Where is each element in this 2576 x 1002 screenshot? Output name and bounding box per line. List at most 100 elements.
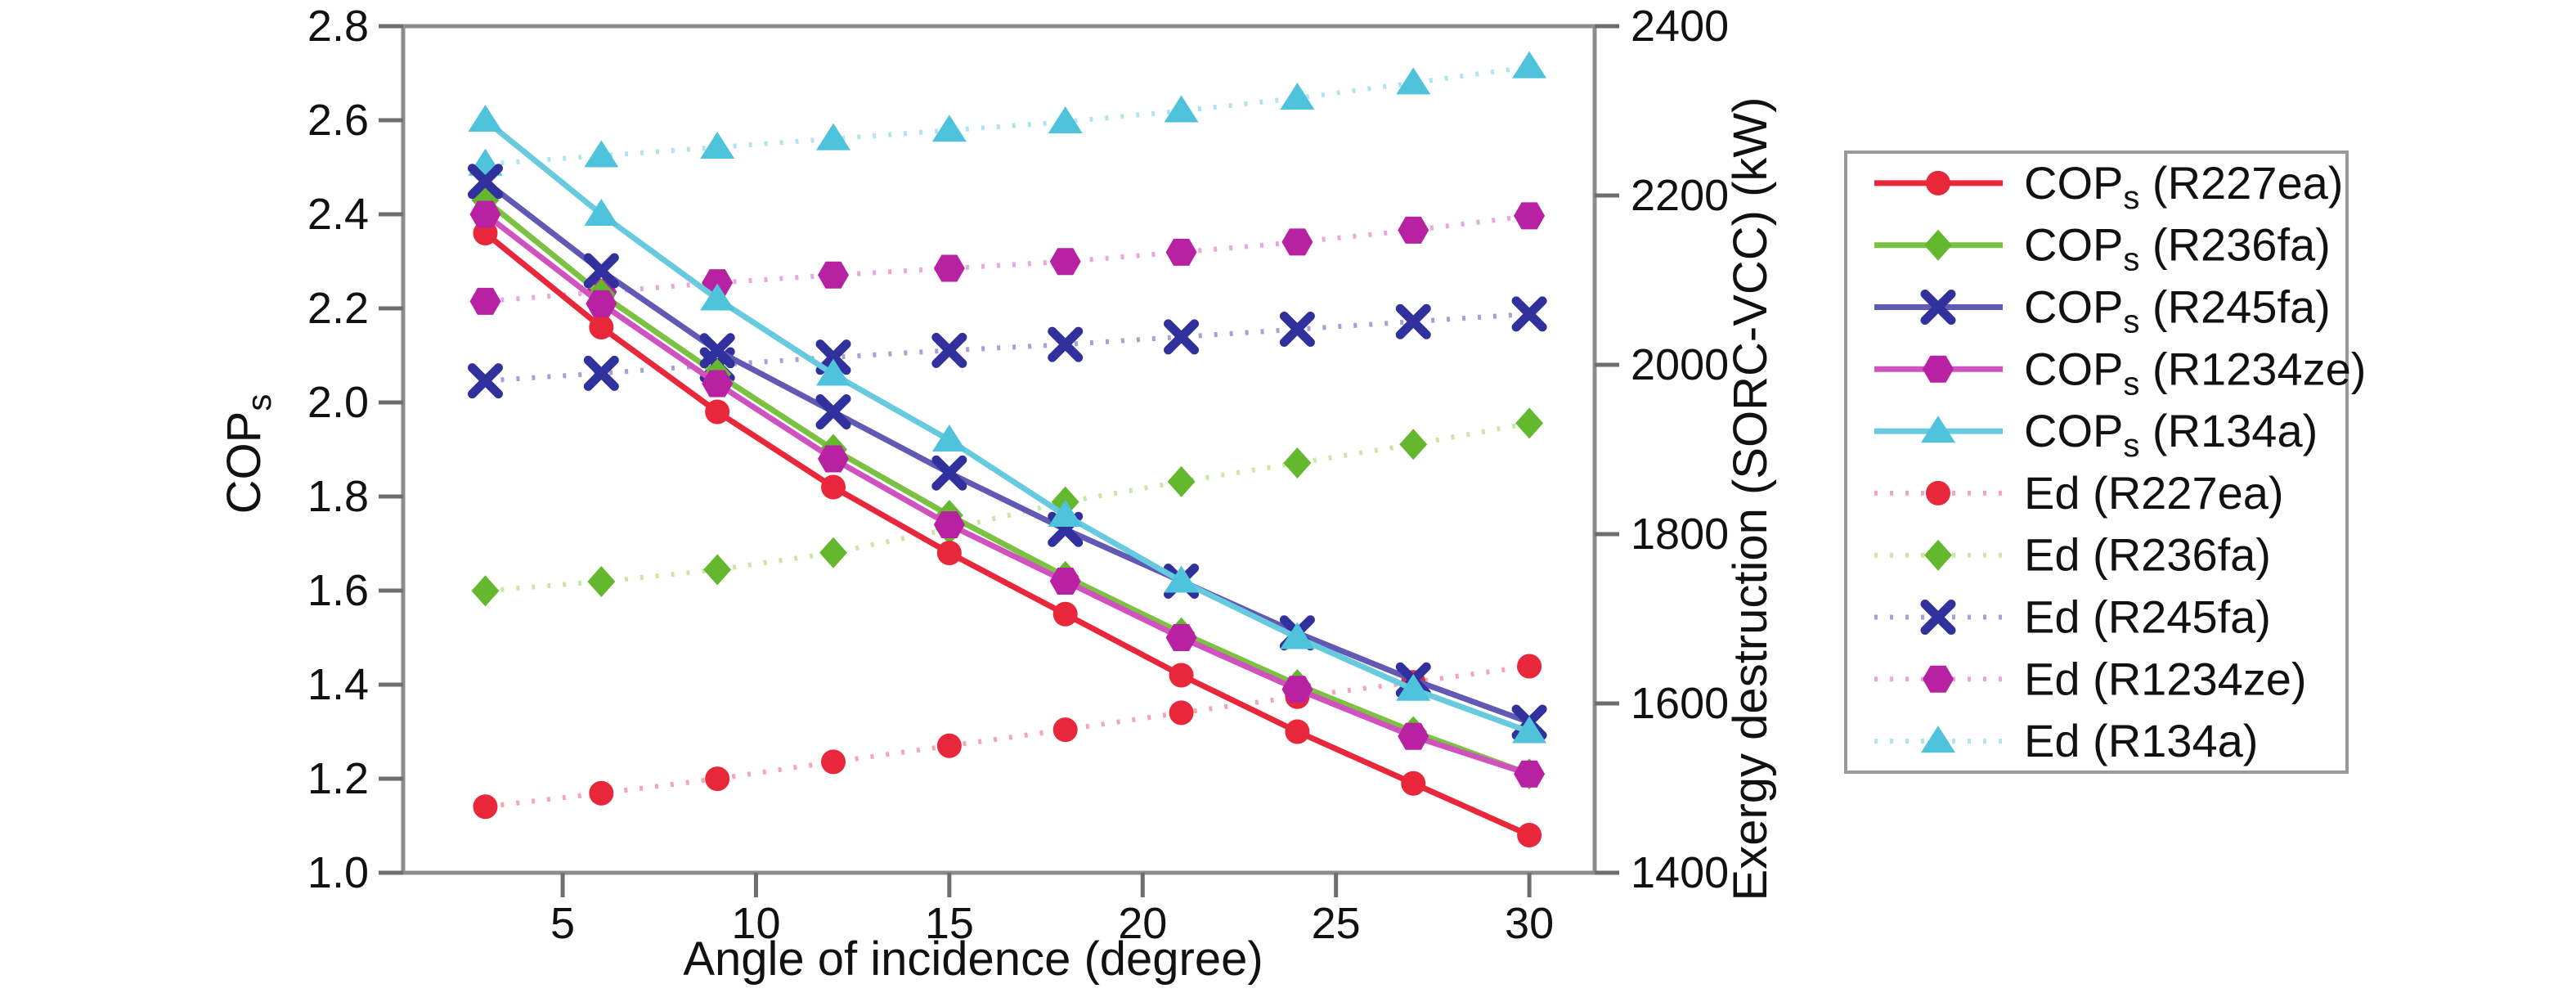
legend-item-cop-r134a: COPs (R134a) [1874,405,2318,464]
series-line-cop-r245fa [483,178,1531,726]
right-axis-tick-label: 2400 [1631,2,1729,51]
right-axis-tick-label: 2000 [1631,340,1729,389]
series-marker-ed-r1234ze [933,254,965,282]
marker-shape [468,105,503,132]
series-marker-ed-r236fa [587,565,616,597]
series-marker-ed-r227ea [473,794,498,820]
marker-shape [1165,624,1197,651]
series-marker-cop-r227ea [1285,719,1310,744]
marker-shape [1511,296,1547,332]
series-marker-cop-r1234ze [1514,760,1546,788]
left-y-axis-title: COPs [218,394,278,514]
marker-shape [1167,465,1196,497]
legend-item-ed-r1234ze: Ed (R1234ze) [1874,653,2307,704]
series-marker-ed-r227ea [1517,654,1542,679]
series-marker-ed-r227ea [1052,717,1078,743]
marker-shape [584,140,619,168]
series-marker-ed-r245fa [1279,312,1315,348]
series-marker-cop-r134a [700,283,735,311]
series-line-ed-r236fa [485,420,1530,594]
series-marker-cop-r227ea [705,399,730,425]
marker-shape [705,766,730,792]
series-marker-ed-r1234ze [702,269,734,297]
marker-shape [936,541,962,565]
series-marker-cop-r134a [931,425,967,452]
series-marker-ed-r236fa [1283,447,1312,479]
series-marker-cop-r1234ze [1281,676,1313,703]
series-line-ed-r245fa [485,311,1530,384]
x-axis-tick-label: 15 [925,899,974,948]
x-axis-tick-label: 5 [550,899,575,948]
series-marker-cop-r134a [1048,500,1083,527]
marker-shape [1517,823,1542,847]
series-marker-ed-r227ea [821,749,846,775]
series-marker-cop-r227ea [936,541,962,565]
series-marker-cop-r134a [1280,622,1315,649]
series-marker-ed-r134a [1396,67,1431,95]
left-axis-tick-label: 1.4 [307,660,369,709]
right-axis-tick-label: 1400 [1631,848,1729,897]
marker-shape [1924,229,1952,261]
series-marker-ed-r236fa [1399,429,1428,461]
legend-label-cop-r1234ze: COPs (R1234ze) [2024,343,2366,402]
legend-marker-ed-r245fa [1920,600,1956,635]
series-marker-ed-r227ea [589,780,614,806]
series-marker-ed-r245fa [931,332,967,368]
series-line-cop-r236fa [483,198,1531,777]
series-marker-cop-r227ea [821,474,846,500]
marker-shape [700,132,735,160]
marker-shape [1165,238,1197,266]
marker-shape [815,394,851,429]
marker-shape [583,355,619,391]
marker-shape [1401,771,1426,796]
series-marker-cop-r134a [1164,565,1199,593]
series-marker-ed-r134a [1048,106,1083,133]
marker-shape [1048,326,1084,362]
legend-marker-cop-r227ea [1926,170,1950,195]
marker-shape [933,254,965,282]
marker-shape [1281,676,1313,703]
legend-label-cop-r134a: COPs (R134a) [2024,405,2318,464]
legend-item-cop-r236fa: COPs (R236fa) [1874,219,2331,278]
marker-shape [700,283,735,311]
marker-shape [1920,600,1956,635]
marker-shape [1169,663,1194,688]
marker-shape [587,565,616,597]
legend-item-ed-r245fa: Ed (R245fa) [1874,591,2271,643]
series-marker-ed-r245fa [583,355,619,391]
marker-shape [931,425,967,452]
left-axis-tick-label: 2.4 [307,190,369,239]
series-marker-cop-r1234ze [1049,568,1081,595]
left-axis-tick-label: 2.2 [307,284,369,333]
series-marker-ed-r1234ze [1398,216,1429,244]
marker-shape [1164,565,1199,593]
series-marker-cop-r134a [1396,673,1431,701]
series-marker-ed-r134a [1280,82,1315,110]
series-line-ed-r134a [485,64,1530,167]
marker-shape [1279,312,1315,348]
marker-shape [1921,726,1955,753]
marker-shape [933,511,965,538]
marker-shape [1517,654,1542,679]
marker-shape [931,332,967,368]
marker-shape [467,363,503,399]
marker-shape [1052,601,1078,627]
series-marker-cop-r227ea [1517,823,1542,847]
right-axis-tick-label: 1600 [1631,679,1729,728]
marker-shape [1398,216,1429,244]
marker-shape [1398,722,1429,750]
series-marker-ed-r134a [584,140,619,168]
marker-shape [1048,106,1083,133]
left-axis-tick-label: 2.8 [307,2,369,51]
plot-frame [401,24,1597,875]
marker-shape [702,269,734,297]
marker-shape [1281,228,1313,256]
series-marker-cop-r227ea [1401,771,1426,796]
right-y-axis-title: Exergy destruction (SORC-VCC) (kW) [1724,97,1777,901]
marker-shape [821,474,846,500]
marker-shape [1923,665,1954,693]
series-marker-ed-r245fa [1395,303,1431,339]
marker-shape [1285,719,1310,744]
marker-shape [1048,500,1083,527]
